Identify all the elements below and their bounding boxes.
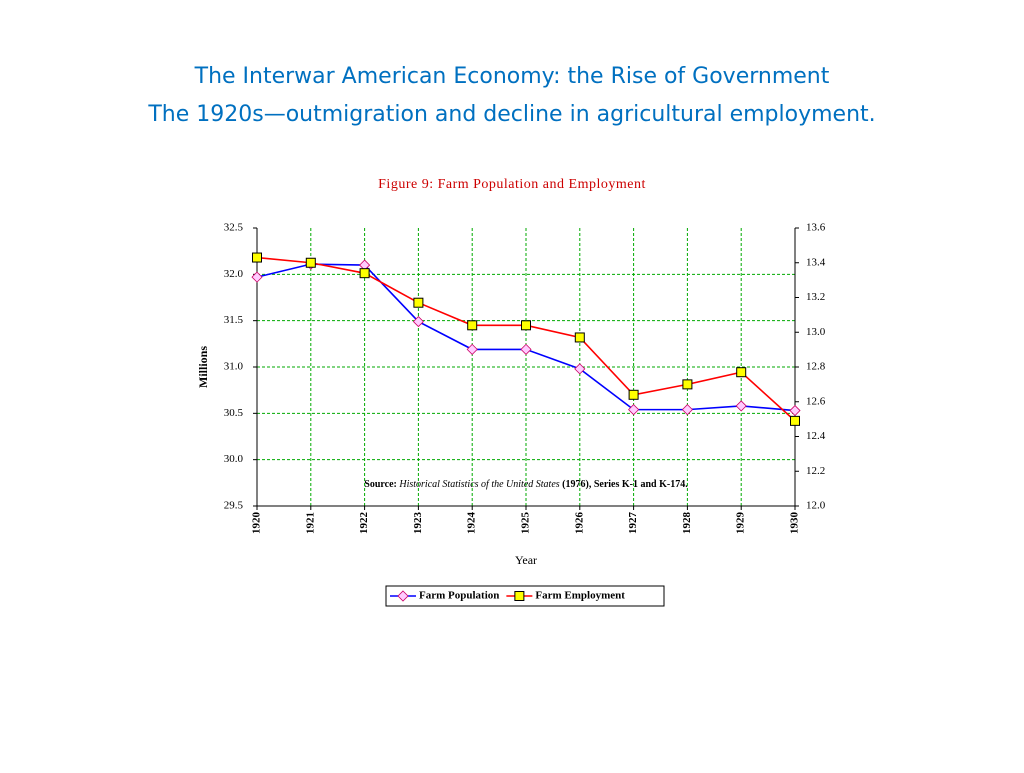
x-tick-label: 1923 bbox=[412, 512, 424, 535]
x-tick-label: 1927 bbox=[627, 512, 639, 535]
data-point bbox=[521, 320, 531, 331]
y-tick-label: 30.5 bbox=[224, 407, 244, 419]
x-tick-label: 1924 bbox=[466, 512, 478, 535]
data-point bbox=[359, 268, 370, 279]
x-tick-label: 1926 bbox=[573, 512, 585, 535]
x-tick-label: 1930 bbox=[789, 512, 801, 535]
data-point bbox=[789, 404, 801, 417]
data-point bbox=[628, 404, 640, 416]
data-point bbox=[735, 400, 747, 412]
y2-tick-label: 13.2 bbox=[806, 291, 825, 303]
legend-marker bbox=[514, 591, 525, 601]
y2-tick-label: 12.6 bbox=[806, 395, 826, 407]
data-point bbox=[520, 343, 532, 355]
y-tick-label: 30.0 bbox=[224, 453, 244, 465]
data-point bbox=[681, 404, 693, 416]
x-tick-label: 1922 bbox=[358, 512, 370, 535]
data-point bbox=[466, 343, 478, 355]
x-tick-label: 1920 bbox=[251, 512, 263, 535]
data-point bbox=[736, 367, 747, 378]
y2-tick-label: 13.6 bbox=[806, 222, 826, 234]
data-point bbox=[413, 297, 424, 308]
x-tick-label: 1928 bbox=[681, 512, 693, 535]
data-point bbox=[467, 320, 478, 331]
slide-subtitle: The 1920s—outmigration and decline in ag… bbox=[147, 102, 875, 127]
y-tick-label: 29.5 bbox=[224, 500, 244, 512]
y-tick-label: 31.0 bbox=[224, 361, 244, 373]
legend-label: Farm Employment bbox=[535, 590, 625, 602]
data-point bbox=[574, 363, 586, 375]
y2-tick-label: 12.0 bbox=[806, 500, 826, 512]
y-tick-label: 32.5 bbox=[224, 222, 244, 234]
source-suffix: (1976), Series K-1 and K-174. bbox=[562, 479, 688, 490]
chart-title: Figure 9: Farm Population and Employment bbox=[378, 177, 646, 192]
x-tick-label: 1929 bbox=[735, 512, 747, 535]
y2-tick-label: 13.0 bbox=[806, 326, 826, 338]
y-tick-label: 32.0 bbox=[224, 268, 244, 280]
y2-tick-label: 12.8 bbox=[806, 361, 826, 373]
y-axis-label: Millions bbox=[196, 346, 210, 388]
data-point bbox=[412, 316, 424, 328]
source-note: Source: Historical Statistics of the Uni… bbox=[364, 479, 688, 490]
data-point bbox=[574, 332, 585, 343]
y2-tick-label: 12.4 bbox=[806, 430, 826, 442]
data-point bbox=[252, 252, 262, 263]
y-tick-label: 31.5 bbox=[224, 314, 244, 326]
x-axis-label: Year bbox=[515, 553, 537, 567]
source-title: Historical Statistics of the United Stat… bbox=[398, 479, 559, 490]
source-prefix: Source: bbox=[364, 479, 397, 490]
data-point bbox=[790, 415, 800, 426]
x-tick-label: 1921 bbox=[304, 512, 316, 534]
legend-marker bbox=[397, 590, 409, 602]
x-tick-label: 1925 bbox=[520, 512, 532, 535]
y2-tick-label: 13.4 bbox=[806, 256, 826, 268]
slide-title: The Interwar American Economy: the Rise … bbox=[194, 64, 830, 89]
data-point bbox=[682, 379, 693, 390]
y2-tick-label: 12.2 bbox=[806, 465, 825, 477]
data-point bbox=[628, 389, 639, 400]
legend-label: Farm Population bbox=[419, 590, 499, 602]
data-point bbox=[305, 257, 316, 268]
data-point bbox=[251, 271, 263, 283]
